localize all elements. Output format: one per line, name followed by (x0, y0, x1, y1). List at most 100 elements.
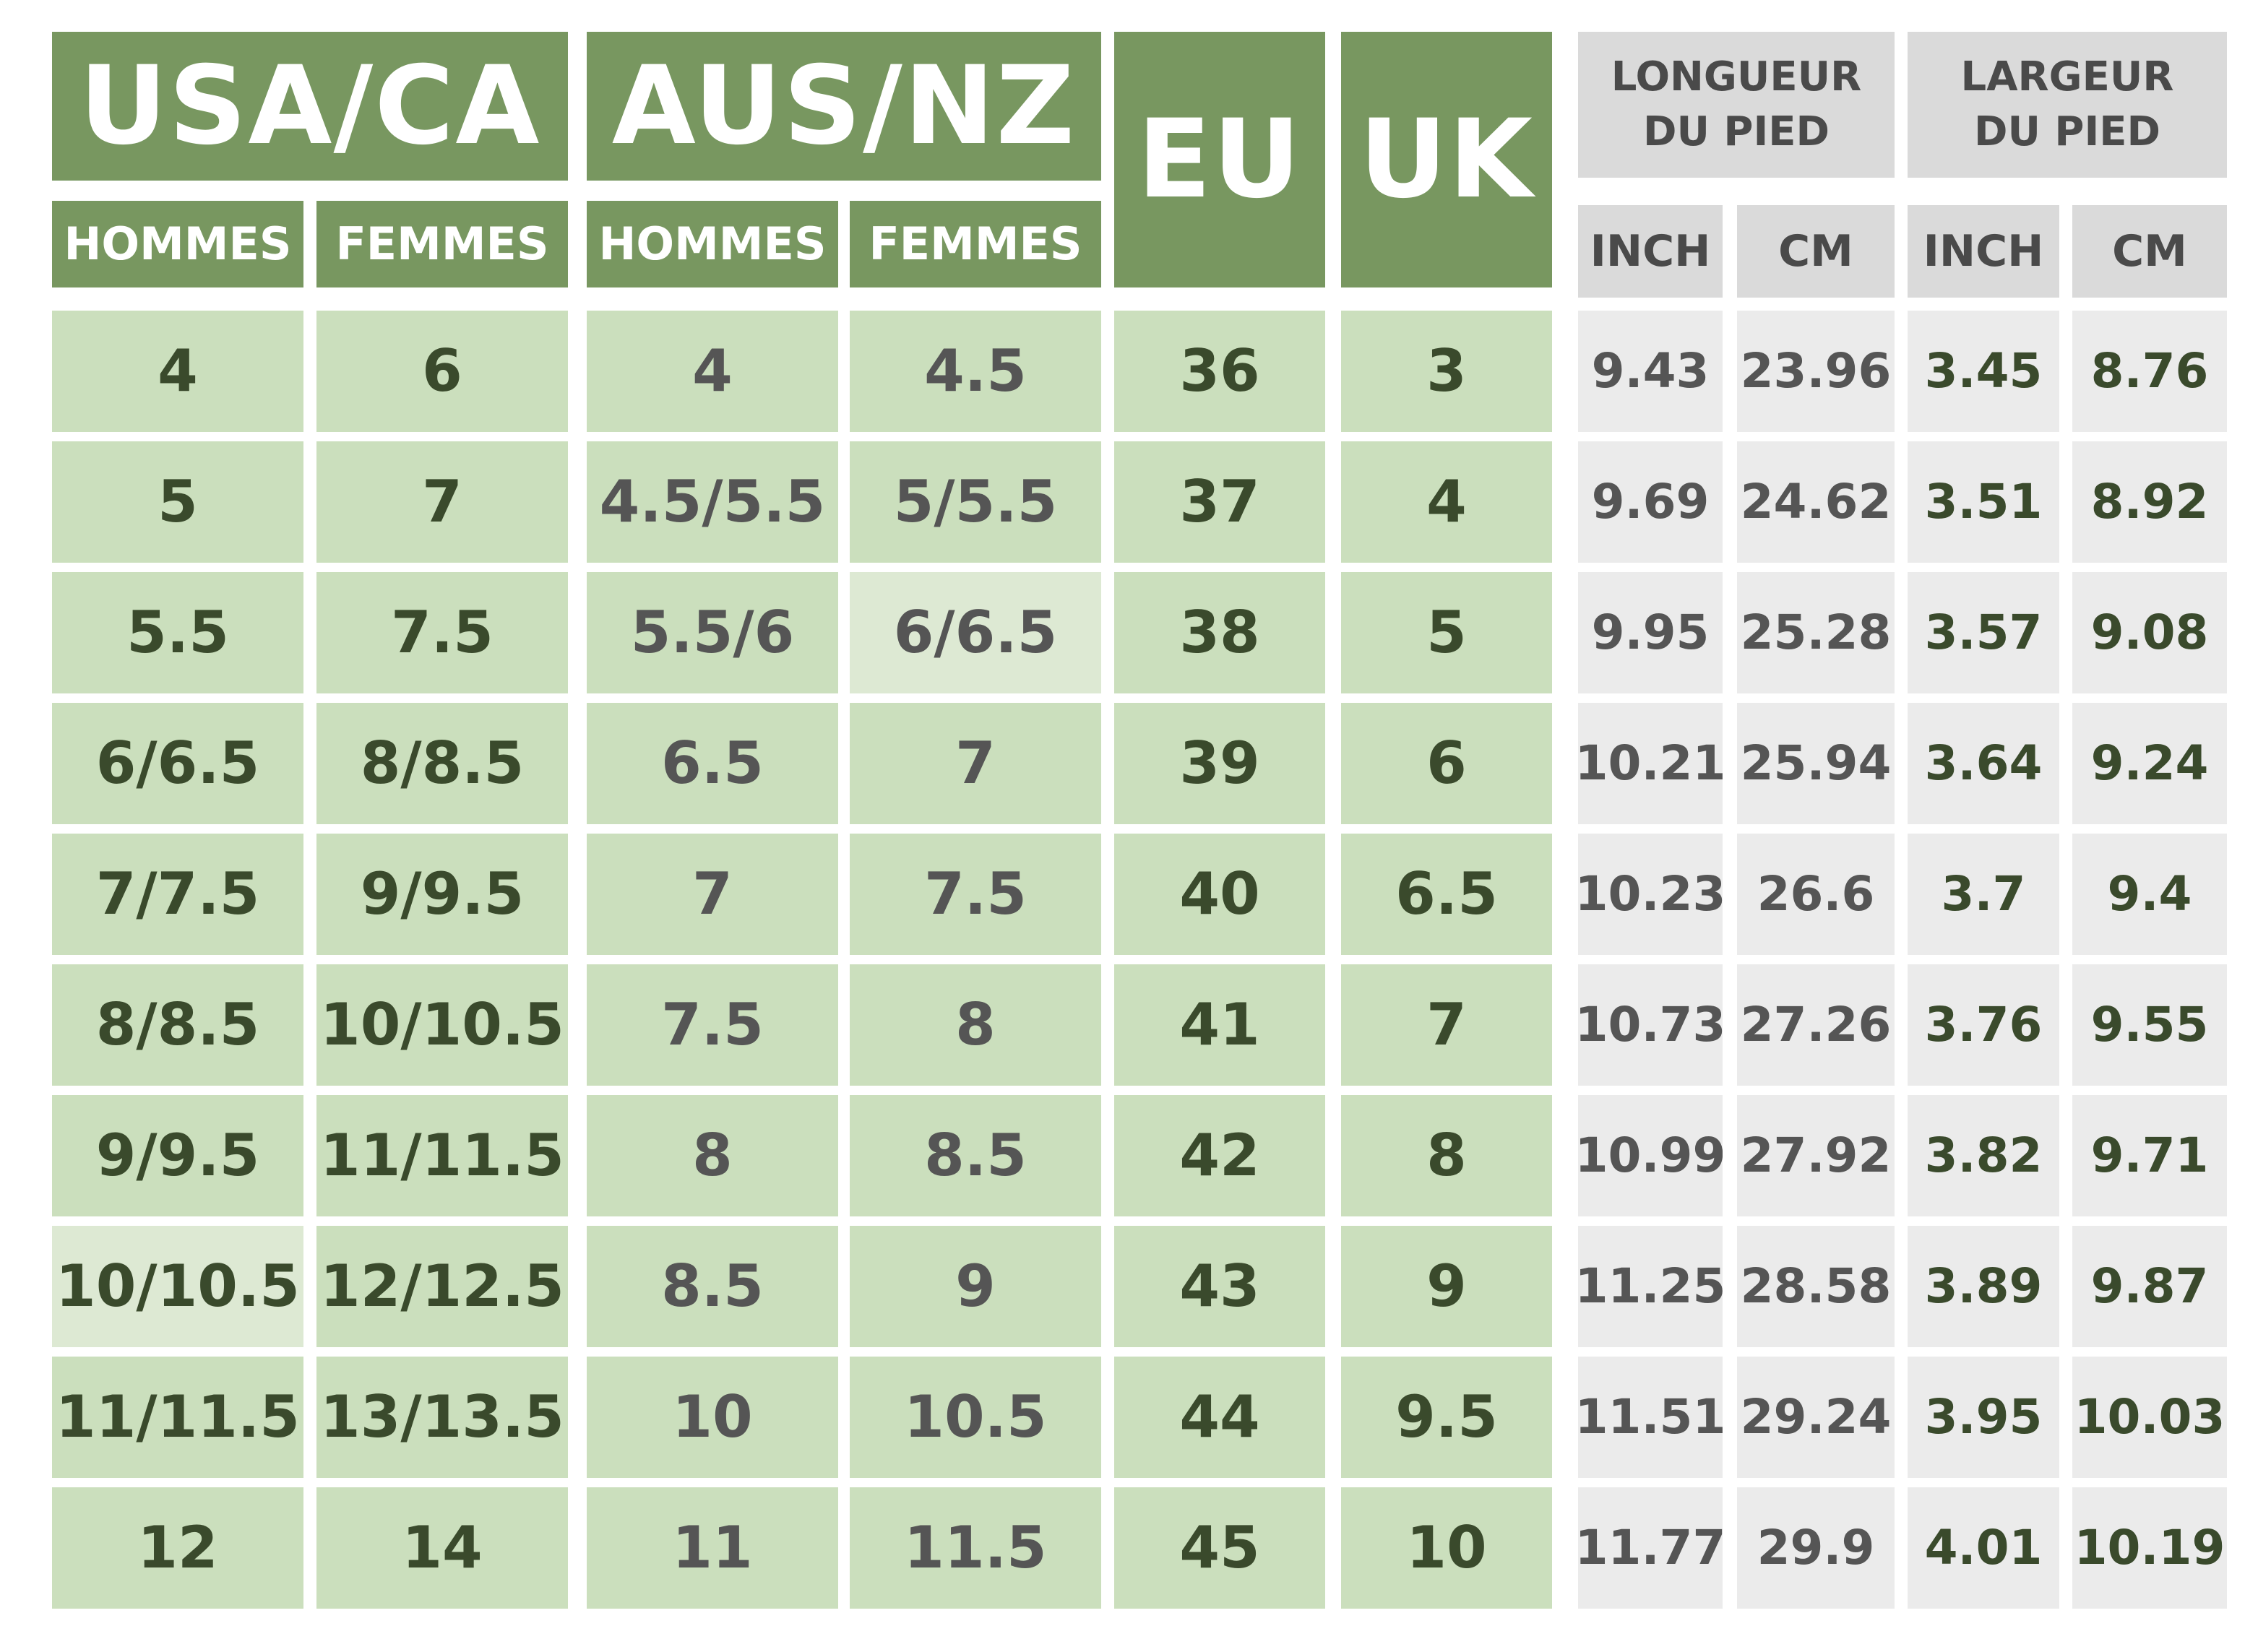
cell-uk: 7 (1341, 964, 1552, 1086)
cell-width-inch: 3.76 (1908, 964, 2059, 1086)
cell-usa-femmes: 12/12.5 (316, 1226, 568, 1347)
cell-eu: 44 (1114, 1357, 1325, 1478)
cell-uk: 9 (1341, 1226, 1552, 1347)
cell-length-cm: 29.9 (1737, 1487, 1895, 1609)
cell-uk: 6 (1341, 703, 1552, 824)
subheader-usa-hommes: HOMMES (52, 201, 303, 287)
cell-width-cm: 9.87 (2072, 1226, 2227, 1347)
cell-length-inch: 10.21 (1578, 703, 1723, 824)
cell-aus-femmes: 8 (850, 964, 1101, 1086)
cell-length-inch: 10.23 (1578, 834, 1723, 955)
subheader-usa-femmes: FEMMES (316, 201, 568, 287)
cell-usa-femmes: 7.5 (316, 572, 568, 693)
cell-width-cm: 8.92 (2072, 441, 2227, 563)
cell-length-inch: 11.77 (1578, 1487, 1723, 1609)
cell-width-cm: 9.55 (2072, 964, 2227, 1086)
cell-length-inch: 10.73 (1578, 964, 1723, 1086)
cell-usa-femmes: 9/9.5 (316, 834, 568, 955)
cell-usa-hommes: 12 (52, 1487, 303, 1609)
header-eu: EU (1114, 32, 1325, 287)
cell-uk: 4 (1341, 441, 1552, 563)
cell-length-cm: 24.62 (1737, 441, 1895, 563)
cell-width-cm: 9.4 (2072, 834, 2227, 955)
subheader-width-cm: CM (2072, 205, 2227, 298)
cell-width-inch: 3.7 (1908, 834, 2059, 955)
cell-aus-femmes: 7 (850, 703, 1101, 824)
cell-uk: 10 (1341, 1487, 1552, 1609)
cell-length-cm: 29.24 (1737, 1357, 1895, 1478)
cell-length-inch: 9.69 (1578, 441, 1723, 563)
header-usa-ca: USA/CA (52, 32, 568, 181)
cell-length-cm: 23.96 (1737, 311, 1895, 432)
cell-aus-femmes: 9 (850, 1226, 1101, 1347)
header-aus-nz: AUS/NZ (587, 32, 1101, 181)
cell-eu: 37 (1114, 441, 1325, 563)
cell-usa-femmes: 10/10.5 (316, 964, 568, 1086)
cell-width-inch: 3.51 (1908, 441, 2059, 563)
cell-length-inch: 11.25 (1578, 1226, 1723, 1347)
cell-width-inch: 3.89 (1908, 1226, 2059, 1347)
cell-aus-femmes: 6/6.5 (850, 572, 1101, 693)
cell-usa-hommes: 5.5 (52, 572, 303, 693)
cell-width-inch: 3.95 (1908, 1357, 2059, 1478)
header-uk: UK (1341, 32, 1552, 287)
cell-aus-femmes: 4.5 (850, 311, 1101, 432)
cell-usa-hommes: 7/7.5 (52, 834, 303, 955)
cell-aus-femmes: 10.5 (850, 1357, 1101, 1478)
cell-aus-hommes: 7.5 (587, 964, 838, 1086)
subheader-width-inch: INCH (1908, 205, 2059, 298)
cell-usa-femmes: 8/8.5 (316, 703, 568, 824)
cell-length-inch: 9.43 (1578, 311, 1723, 432)
cell-width-cm: 9.71 (2072, 1095, 2227, 1216)
cell-length-cm: 27.92 (1737, 1095, 1895, 1216)
cell-aus-hommes: 11 (587, 1487, 838, 1609)
cell-width-cm: 10.19 (2072, 1487, 2227, 1609)
cell-length-cm: 25.28 (1737, 572, 1895, 693)
cell-usa-hommes: 11/11.5 (52, 1357, 303, 1478)
cell-usa-femmes: 14 (316, 1487, 568, 1609)
cell-aus-hommes: 10 (587, 1357, 838, 1478)
cell-length-cm: 27.26 (1737, 964, 1895, 1086)
cell-uk: 9.5 (1341, 1357, 1552, 1478)
cell-width-inch: 3.64 (1908, 703, 2059, 824)
cell-aus-hommes: 5.5/6 (587, 572, 838, 693)
cell-usa-hommes: 6/6.5 (52, 703, 303, 824)
header-foot-width: LARGEUR DU PIED (1908, 32, 2227, 178)
cell-uk: 3 (1341, 311, 1552, 432)
cell-aus-hommes: 4.5/5.5 (587, 441, 838, 563)
cell-uk: 5 (1341, 572, 1552, 693)
cell-width-inch: 4.01 (1908, 1487, 2059, 1609)
cell-eu: 43 (1114, 1226, 1325, 1347)
header-foot-length: LONGUEUR DU PIED (1578, 32, 1895, 178)
cell-aus-femmes: 11.5 (850, 1487, 1101, 1609)
cell-aus-femmes: 5/5.5 (850, 441, 1101, 563)
cell-length-cm: 28.58 (1737, 1226, 1895, 1347)
cell-usa-hommes: 9/9.5 (52, 1095, 303, 1216)
cell-width-inch: 3.45 (1908, 311, 2059, 432)
subheader-length-cm: CM (1737, 205, 1895, 298)
cell-usa-femmes: 6 (316, 311, 568, 432)
cell-eu: 36 (1114, 311, 1325, 432)
cell-length-inch: 9.95 (1578, 572, 1723, 693)
cell-eu: 41 (1114, 964, 1325, 1086)
cell-usa-hommes: 4 (52, 311, 303, 432)
cell-eu: 38 (1114, 572, 1325, 693)
cell-eu: 40 (1114, 834, 1325, 955)
cell-usa-hommes: 5 (52, 441, 303, 563)
cell-uk: 8 (1341, 1095, 1552, 1216)
cell-width-cm: 8.76 (2072, 311, 2227, 432)
cell-aus-hommes: 7 (587, 834, 838, 955)
cell-width-inch: 3.82 (1908, 1095, 2059, 1216)
cell-uk: 6.5 (1341, 834, 1552, 955)
cell-eu: 42 (1114, 1095, 1325, 1216)
cell-usa-hommes: 8/8.5 (52, 964, 303, 1086)
cell-length-inch: 11.51 (1578, 1357, 1723, 1478)
cell-usa-femmes: 7 (316, 441, 568, 563)
cell-aus-hommes: 4 (587, 311, 838, 432)
cell-usa-femmes: 11/11.5 (316, 1095, 568, 1216)
subheader-aus-femmes: FEMMES (850, 201, 1101, 287)
subheader-length-inch: INCH (1578, 205, 1723, 298)
cell-usa-hommes: 10/10.5 (52, 1226, 303, 1347)
cell-aus-femmes: 7.5 (850, 834, 1101, 955)
